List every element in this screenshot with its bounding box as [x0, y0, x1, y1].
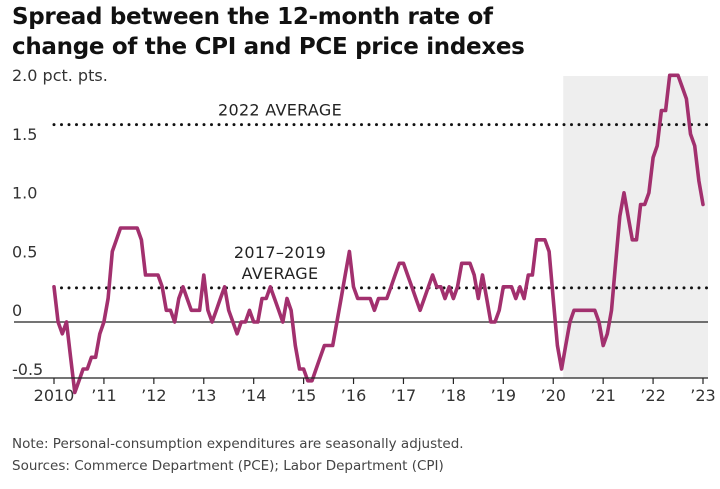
y-tick-label-1: 1.5	[12, 125, 37, 144]
chart-title: Spread between the 12-month rate of chan…	[12, 2, 712, 62]
x-tick-label-8: ’18	[441, 386, 466, 405]
x-tick-label-12: ’22	[640, 386, 665, 405]
x-tick-label-4: ’14	[241, 386, 266, 405]
reference-label-0-0: 2022 AVERAGE	[218, 101, 342, 120]
y-tick-label-3: 0.5	[12, 242, 37, 261]
line-chart: 2.0 pct. pts. 1.5 1.0 0.5 0 -0.5 2022 AVERAGE…	[12, 66, 716, 405]
x-tick-label-6: ’16	[341, 386, 366, 405]
x-tick-label-3: ’13	[191, 386, 216, 405]
y-tick-label-0: 2.0 pct. pts.	[12, 66, 108, 85]
chart-title-line-1: Spread between the 12-month rate of	[12, 4, 493, 30]
x-tick-label-2: ’12	[141, 386, 166, 405]
chart-title-line-2: change of the CPI and PCE price indexes	[12, 34, 525, 60]
y-tick-label-2: 1.0	[12, 184, 37, 203]
x-tick-label-7: ’17	[391, 386, 416, 405]
y-tick-label-4: 0	[12, 301, 22, 320]
grid-layer: 2.0 pct. pts. 1.5 1.0 0.5 0 -0.5	[12, 66, 708, 379]
x-tick-label-10: ’20	[541, 386, 566, 405]
x-tick-label-1: ’11	[91, 386, 116, 405]
x-tick-label-11: ’21	[590, 386, 615, 405]
sources-text: Sources: Commerce Department (PCE); Labo…	[12, 458, 444, 474]
axis-layer: 2010 ’11 ’12 ’13 ’14 ’15 ’16 ’17 ’18 ’19 ’20 ’21 ’22…	[14, 377, 716, 405]
shaded-region	[563, 76, 708, 378]
note-text: Note: Personal-consumption expenditures …	[12, 436, 464, 452]
reference-layer: 2022 AVERAGE 2017–2019 AVERAGE	[52, 101, 710, 290]
x-tick-label-0: 2010	[34, 386, 75, 405]
x-tick-label-13: ’23	[690, 386, 715, 405]
series-layer	[52, 73, 705, 395]
y-tick-label-5: -0.5	[12, 360, 43, 379]
shade-layer	[563, 76, 708, 378]
x-tick-label-9: ’19	[491, 386, 516, 405]
reference-label-1-1: AVERAGE	[242, 264, 319, 283]
x-tick-label-5: ’15	[291, 386, 316, 405]
chart-notes: Note: Personal-consumption expenditures …	[12, 433, 712, 477]
series-line-0	[52, 73, 705, 395]
reference-label-1-0: 2017–2019	[234, 243, 326, 262]
